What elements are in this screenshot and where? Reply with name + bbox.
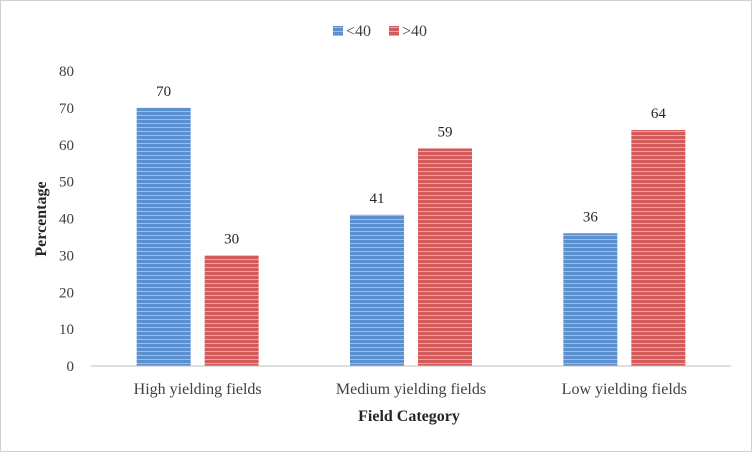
y-tick-label: 0	[67, 359, 75, 375]
bar-gt40-0	[204, 255, 259, 366]
y-tick-label: 80	[59, 64, 74, 80]
y-tick-label: 70	[59, 101, 74, 117]
y-axis-title: Percentage	[33, 181, 50, 256]
legend-swatch-gt40	[389, 26, 399, 36]
y-axis-ticks: 0 10 20 30 40 50 60 70 80	[59, 64, 74, 375]
bar-lt40-0	[136, 107, 191, 366]
bar-gt40-1	[418, 148, 472, 366]
y-tick-label: 50	[59, 175, 74, 191]
x-axis-title: Field Category	[358, 408, 460, 425]
data-label: 59	[438, 124, 453, 140]
data-label: 41	[370, 191, 385, 207]
bar-lt40-1	[350, 214, 404, 366]
y-tick-label: 20	[59, 285, 74, 301]
category-label: Low yielding fields	[562, 381, 687, 398]
data-label: 36	[583, 209, 599, 225]
y-tick-label: 40	[59, 212, 74, 228]
data-label: 70	[156, 84, 171, 100]
legend-swatch-lt40	[333, 26, 343, 36]
data-label: 64	[651, 106, 667, 122]
category-label: High yielding fields	[134, 381, 262, 398]
y-tick-label: 60	[59, 138, 74, 154]
legend-label-gt40: >40	[402, 23, 427, 40]
bars: 70 30 41 59 36 64	[136, 84, 686, 366]
data-label: 30	[224, 231, 239, 247]
y-tick-label: 30	[59, 248, 74, 264]
bar-gt40-2	[631, 130, 686, 366]
legend-label-lt40: <40	[346, 23, 371, 40]
y-tick-label: 10	[59, 322, 74, 338]
bar-lt40-2	[563, 233, 618, 366]
legend: <40 >40	[333, 23, 427, 40]
x-axis-category-labels: High yielding fields Medium yielding fiel…	[134, 381, 687, 398]
category-label: Medium yielding fields	[336, 381, 486, 398]
